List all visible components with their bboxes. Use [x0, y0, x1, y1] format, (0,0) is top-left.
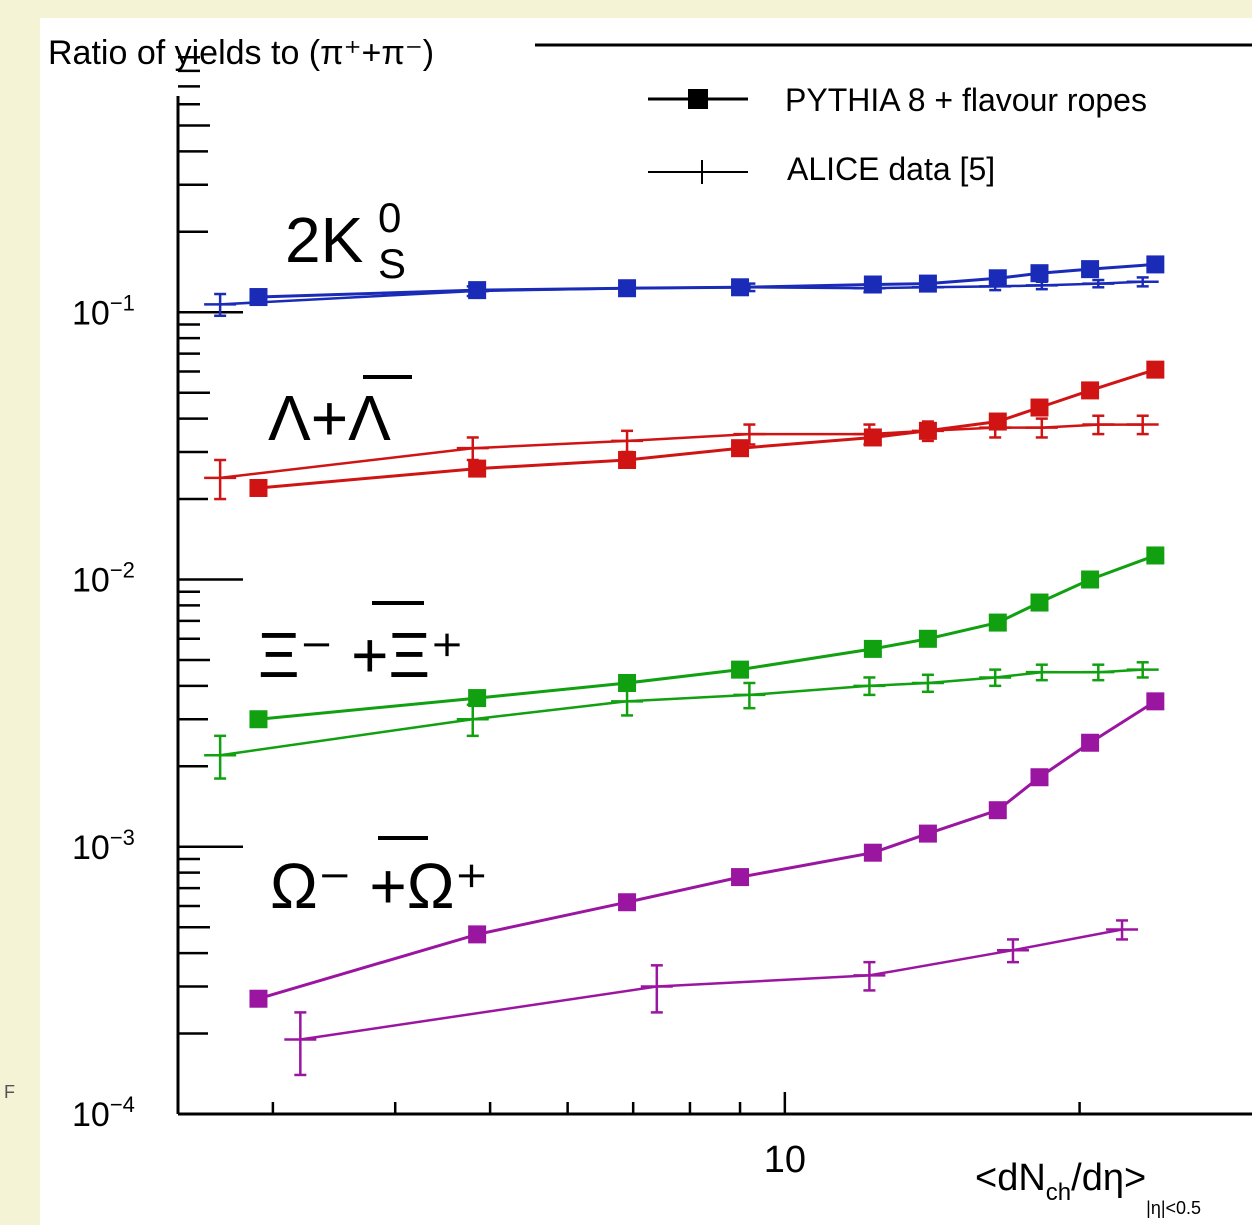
- series-line: [258, 368, 1156, 490]
- label-xi: Ξ⁻ +Ξ⁺: [258, 619, 464, 691]
- data-point-square: [1081, 260, 1100, 279]
- y-axis-label: Ratio of yields to (π⁺+π⁻): [48, 34, 434, 72]
- species-labels: 2K 0S Λ+Λ Ξ⁻ +Ξ⁺ Ω⁻ +Ω⁺: [258, 194, 488, 922]
- series-line: [300, 928, 1123, 1041]
- series-line: [220, 280, 1143, 306]
- data-point-square: [1030, 398, 1049, 417]
- data-point-square: [988, 412, 1007, 431]
- data-point-square: [1030, 768, 1049, 787]
- series-line: [219, 423, 1143, 480]
- data-point-square: [863, 639, 882, 658]
- data-point-square: [468, 925, 487, 944]
- data-point-square: [918, 629, 937, 648]
- series-layer: [204, 255, 1165, 1077]
- y-tick-label: 10−4: [72, 1092, 135, 1134]
- x-axis-label: <dNch/dη>|η|<0.5: [975, 1157, 1201, 1218]
- data-point-square: [468, 459, 487, 478]
- data-point-square: [618, 673, 637, 692]
- data-point-square: [1081, 381, 1100, 400]
- data-point-square: [1030, 593, 1049, 612]
- data-point-square: [468, 689, 487, 708]
- label-omega: Ω⁻ +Ω⁺: [270, 850, 488, 922]
- series-1: [204, 276, 1159, 318]
- data-point-square: [731, 439, 750, 458]
- legend-model-label: PYTHIA 8 + flavour ropes: [785, 82, 1147, 118]
- data-point-square: [988, 801, 1007, 820]
- data-point-square: [731, 660, 750, 679]
- label-k0s-sub: S: [378, 240, 406, 287]
- y-tick-label: 10−3: [72, 825, 135, 867]
- data-point-square: [918, 824, 937, 843]
- label-lambda: Λ+Λ: [268, 382, 391, 454]
- label-k0s: 2K: [285, 204, 363, 276]
- label-k0s-sup: 0: [378, 194, 401, 241]
- y-tick-label: 10−2: [72, 558, 135, 600]
- series-3: [204, 414, 1159, 501]
- data-point-square: [618, 893, 637, 912]
- data-point-square: [988, 269, 1007, 288]
- data-point-square: [618, 450, 637, 469]
- data-point-square: [1146, 546, 1165, 565]
- data-point-square: [1146, 692, 1165, 711]
- data-point-square: [988, 613, 1007, 632]
- data-point-square: [863, 843, 882, 862]
- series-line: [258, 700, 1157, 1001]
- series-4: [249, 546, 1165, 729]
- series-6: [249, 692, 1165, 1008]
- axes: Ratio of yields to (π⁺+π⁻) 10−1 10−2 10−3 10…: [48, 34, 1201, 1218]
- data-point-square: [1030, 264, 1049, 283]
- legend: PYTHIA 8 + flavour ropes ALICE data [5]: [648, 82, 1147, 187]
- chart-panel: [40, 18, 1252, 1225]
- data-point-square: [1146, 360, 1165, 379]
- data-point-square: [731, 868, 750, 887]
- data-point-square: [249, 989, 268, 1008]
- cropped-edge-mark: F: [4, 1082, 15, 1102]
- x-tick-label: 10: [764, 1139, 806, 1181]
- data-point-square: [249, 478, 268, 497]
- data-point-square: [1081, 733, 1100, 752]
- y-tick-label: 10−1: [72, 290, 135, 332]
- legend-model-marker: [688, 89, 708, 109]
- series-line: [258, 554, 1156, 721]
- series-line: [219, 668, 1143, 757]
- data-point-square: [1081, 570, 1100, 589]
- data-point-square: [1146, 255, 1165, 274]
- series-5: [204, 661, 1159, 780]
- series-7: [284, 919, 1139, 1077]
- data-point-square: [249, 710, 268, 729]
- legend-data-label: ALICE data [5]: [787, 151, 995, 187]
